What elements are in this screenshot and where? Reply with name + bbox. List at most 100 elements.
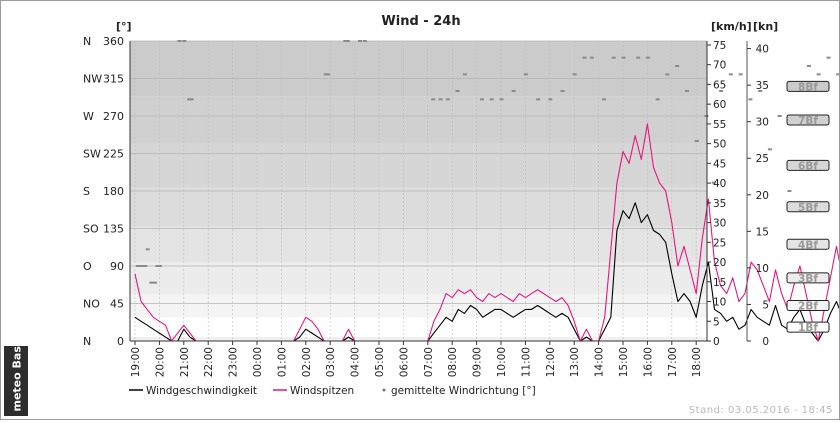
kmh-tick: 10 [713, 297, 726, 309]
bf-marker [786, 159, 830, 171]
direction-dot [665, 73, 670, 76]
degree-tick: 0 [117, 335, 124, 348]
degree-tick: 180 [103, 185, 124, 198]
x-tick-label: 16:00 [642, 347, 654, 377]
direction-dot [155, 265, 160, 267]
direction-label: N [83, 35, 91, 48]
direction-dot [548, 98, 553, 101]
bf-marker [786, 321, 830, 333]
x-tick-label: 22:00 [203, 347, 215, 377]
direction-dot [601, 98, 606, 101]
kmh-tick: 60 [713, 99, 726, 111]
kn-tick: 20 [756, 190, 769, 202]
direction-dot [145, 248, 150, 251]
direction-label: O [83, 260, 92, 273]
direction-dot [153, 281, 158, 284]
kn-tick: 30 [756, 117, 769, 129]
x-tick-label: 09:00 [472, 347, 484, 377]
kmh-tick: 15 [713, 277, 726, 289]
series-line-Windgeschwindigkeit [293, 328, 325, 342]
kmh-tick: 30 [713, 218, 726, 230]
direction-dot [479, 98, 484, 101]
direction-dot [684, 90, 689, 92]
direction-dot [655, 98, 660, 101]
direction-dot [536, 98, 541, 101]
direction-dot [511, 90, 516, 92]
direction-dot [704, 115, 709, 117]
x-tick-label: 05:00 [374, 347, 386, 377]
direction-dot [139, 265, 144, 267]
kn-tick: 15 [756, 226, 769, 238]
bf-band-4Bf [130, 226, 707, 263]
direction-label: W [83, 110, 94, 123]
direction-dot [143, 265, 148, 267]
bf-label: 6Bf [798, 160, 818, 172]
series-line-Windgeschwindigkeit [342, 336, 355, 342]
direction-dot [357, 40, 362, 42]
bf-label: 2Bf [798, 300, 818, 312]
direction-dot [560, 90, 565, 92]
kmh-tick: 25 [713, 237, 726, 249]
direction-dot [345, 40, 350, 42]
direction-dot [758, 90, 763, 92]
x-tick-label: 21:00 [179, 347, 191, 377]
kmh-tick: 5 [713, 316, 720, 328]
kn-tick: 35 [756, 80, 769, 92]
direction-dot [149, 281, 154, 284]
bf-band-8Bf [130, 41, 707, 97]
kmh-tick: 45 [713, 158, 726, 170]
direction-dot [589, 56, 594, 59]
direction-dot [523, 73, 528, 76]
direction-dot [675, 65, 680, 67]
bf-marker [786, 299, 830, 311]
direction-dot [157, 265, 162, 267]
kmh-tick: 50 [713, 139, 726, 151]
x-tick-label: 03:00 [325, 347, 337, 377]
direction-dot [445, 98, 450, 101]
direction-dot [728, 73, 733, 76]
x-tick-label: 06:00 [398, 347, 410, 377]
direction-dot [462, 73, 467, 76]
direction-label: SW [83, 148, 101, 161]
kmh-tick: 20 [713, 257, 726, 269]
direction-dot [711, 181, 716, 184]
unit-kmh: [km/h] [711, 20, 752, 33]
bf-label: 4Bf [798, 239, 818, 251]
legend-swatch [382, 388, 386, 392]
direction-dot [748, 98, 753, 101]
legend-label: Windgeschwindigkeit [146, 385, 257, 397]
direction-dot [499, 98, 504, 101]
unit-kn: [kn] [753, 20, 778, 33]
direction-dot [816, 73, 821, 76]
legend-label: Windspitzen [290, 385, 354, 397]
bf-marker [786, 201, 830, 213]
x-tick-label: 20:00 [154, 347, 166, 377]
direction-dot [826, 56, 831, 59]
bf-band-6Bf [130, 143, 707, 188]
x-tick-label: 15:00 [618, 347, 630, 377]
bf-band-3Bf [130, 262, 707, 294]
x-tick-label: 13:00 [569, 347, 581, 377]
x-tick-label: 11:00 [520, 347, 532, 377]
direction-label: NO [83, 298, 100, 311]
direction-dot [738, 73, 743, 76]
kmh-tick: 40 [713, 178, 726, 190]
direction-label: NW [83, 73, 102, 86]
x-tick-label: 01:00 [276, 347, 288, 377]
x-tick-label: 10:00 [496, 347, 508, 377]
x-tick-label: 00:00 [252, 347, 264, 377]
direction-dot [438, 98, 443, 101]
x-tick-label: 07:00 [423, 347, 435, 377]
bf-band-7Bf [130, 96, 707, 144]
bf-marker [786, 114, 830, 126]
kmh-tick: 0 [713, 336, 720, 348]
direction-dot [489, 98, 494, 101]
degree-tick: 360 [103, 35, 124, 48]
direction-dot [323, 73, 328, 76]
bf-marker [786, 238, 830, 250]
direction-dot [611, 56, 616, 59]
bf-label: 3Bf [798, 273, 818, 285]
direction-dot [621, 56, 626, 59]
direction-dot [694, 140, 699, 142]
direction-dot [787, 190, 792, 192]
